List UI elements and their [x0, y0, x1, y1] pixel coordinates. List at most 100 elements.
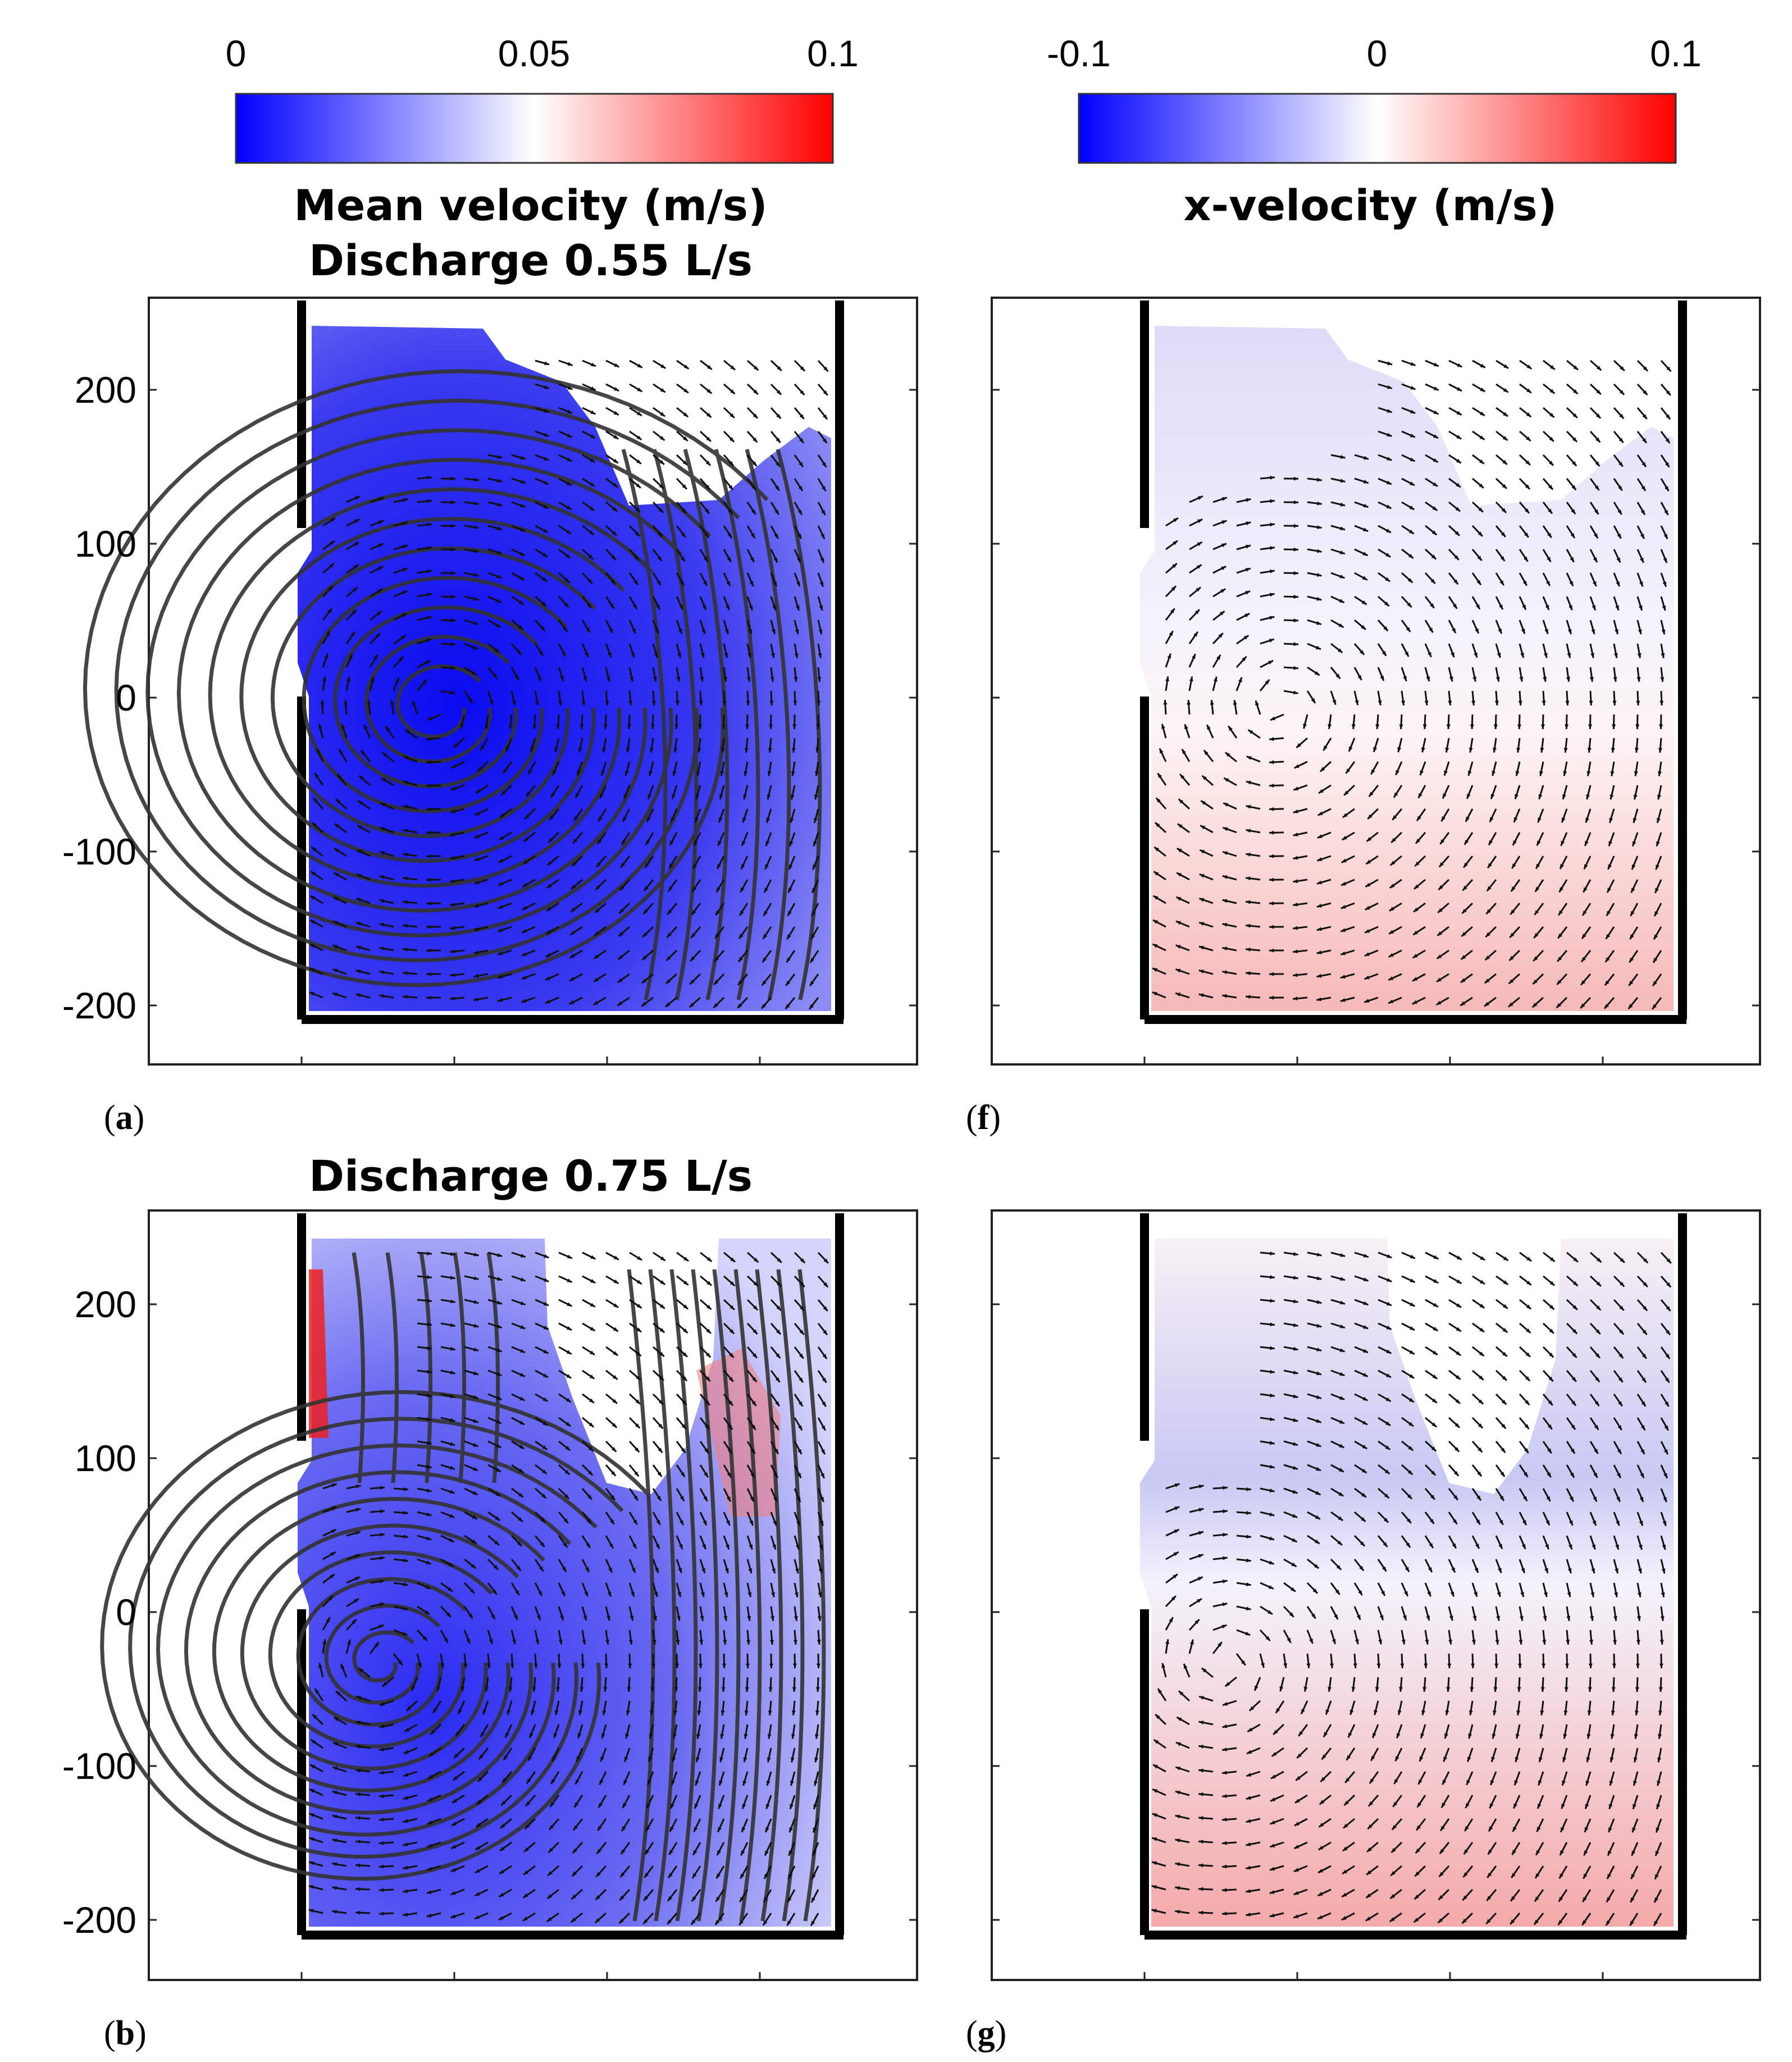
velocity-vector-head [1566, 677, 1570, 682]
velocity-vector-head [1538, 794, 1543, 799]
velocity-vector-head [1294, 1822, 1299, 1826]
velocity-vector-head [1635, 724, 1640, 729]
velocity-vector-head [636, 435, 642, 440]
velocity-vector-head [318, 1663, 323, 1668]
velocity-vector-head [680, 580, 684, 586]
velocity-vector-head [1639, 1497, 1644, 1502]
velocity-vector-head [788, 1874, 792, 1879]
velocity-vector-head [520, 503, 526, 508]
velocity-vector-head [1221, 1624, 1227, 1629]
velocity-vector-head [1405, 652, 1409, 657]
velocity-vector-head [1515, 771, 1520, 776]
velocity-vector-head [1636, 677, 1641, 682]
streamline [240, 1523, 519, 1770]
velocity-vector-head [1198, 1531, 1203, 1535]
velocity-vector-head [526, 791, 531, 797]
velocity-vector-head [747, 1592, 752, 1597]
velocity-vector-head [1412, 954, 1418, 958]
velocity-vector-head [507, 1710, 511, 1715]
streamline [714, 449, 760, 1000]
velocity-vector-head [1561, 1804, 1565, 1809]
velocity-vector-head [1666, 414, 1671, 420]
velocity-vector-head [1383, 626, 1388, 631]
velocity-vector-head [1365, 1917, 1371, 1921]
velocity-vector-head [491, 1614, 495, 1619]
velocity-vector-head [1588, 1687, 1592, 1692]
velocity-vector-head [309, 1837, 314, 1841]
velocity-vector-head [1615, 629, 1618, 635]
velocity-vector-head [1395, 1756, 1399, 1761]
velocity-vector-head [566, 505, 572, 510]
velocity-vector-head [1479, 459, 1484, 464]
velocity-vector-head [1408, 1398, 1414, 1403]
velocity-vector-head [1366, 1893, 1371, 1898]
velocity-vector-head [1417, 1802, 1422, 1808]
velocity-vector-head [1495, 676, 1500, 682]
velocity-vector-head [1176, 921, 1181, 925]
velocity-vector-head [1542, 1663, 1545, 1668]
velocity-vector-head [1177, 848, 1182, 853]
velocity-vector-head [623, 1779, 628, 1785]
velocity-vector-head [471, 1539, 477, 1544]
velocity-vector-head [1311, 1613, 1316, 1619]
velocity-vector-head [1493, 724, 1498, 729]
velocity-vector-head [590, 1327, 595, 1331]
velocity-vector-head [1193, 631, 1198, 637]
y-tick-label: 100 [75, 523, 136, 565]
velocity-vector-head [380, 803, 386, 807]
velocity-vector-head [718, 840, 722, 846]
velocity-vector-head [672, 794, 676, 799]
velocity-vector-head [373, 654, 378, 660]
velocity-vector-head [1514, 1780, 1519, 1786]
velocity-vector-head [776, 438, 781, 443]
velocity-vector-head [546, 907, 551, 911]
velocity-vector-head [522, 882, 528, 887]
velocity-vector-head [545, 999, 550, 1003]
velocity-vector-head [335, 799, 341, 804]
velocity-vector-head [1589, 700, 1593, 705]
velocity-vector-head [646, 817, 651, 822]
velocity-vector-head [1269, 901, 1274, 905]
velocity-vector-head [681, 508, 686, 513]
velocity-vector-head [1246, 498, 1251, 502]
velocity-vector-head [1609, 794, 1614, 800]
velocity-vector-head [1343, 1823, 1348, 1828]
velocity-vector-head [1512, 1827, 1517, 1832]
velocity-vector-head [582, 1639, 586, 1645]
velocity-vector-head [1222, 899, 1228, 903]
velocity-vector-head [1456, 458, 1461, 463]
velocity-vector-head [578, 747, 582, 753]
velocity-vector-head [1387, 409, 1392, 413]
velocity-vector-head [1659, 700, 1664, 705]
velocity-vector-head [744, 1710, 749, 1715]
velocity-vector-head [1293, 666, 1298, 670]
velocity-vector-head [476, 1823, 481, 1827]
velocity-vector-head [1633, 818, 1637, 823]
velocity-vector-head [379, 1794, 384, 1799]
velocity-vector-head [1480, 1256, 1485, 1260]
velocity-vector-head [1656, 841, 1660, 846]
velocity-vector-head [450, 926, 455, 930]
velocity-vector-head [1363, 480, 1369, 484]
velocity-vector-head [356, 1696, 362, 1700]
velocity-vector-head [1270, 546, 1275, 550]
velocity-vector-head [1487, 1896, 1492, 1901]
velocity-vector-head [1306, 1663, 1311, 1668]
velocity-vector-head [820, 558, 824, 563]
velocity-vector-head [1175, 1886, 1180, 1890]
velocity-vector-head [775, 1377, 780, 1382]
velocity-vector-head [727, 1449, 732, 1454]
velocity-vector-head [1220, 589, 1226, 593]
velocity-vector-head [776, 390, 782, 395]
velocity-vector-head [521, 456, 526, 460]
velocity-vector-head [354, 1577, 360, 1581]
velocity-vector-head [1198, 993, 1204, 998]
velocity-vector-head [499, 1846, 505, 1851]
velocity-vector-head [1223, 827, 1228, 831]
velocity-vector-head [671, 1780, 676, 1786]
velocity-vector-head [534, 1663, 538, 1668]
velocity-vector-head [749, 1521, 753, 1526]
velocity-vector-head [1613, 677, 1617, 682]
velocity-vector-head [518, 1492, 523, 1497]
velocity-vector-head [520, 1349, 525, 1353]
